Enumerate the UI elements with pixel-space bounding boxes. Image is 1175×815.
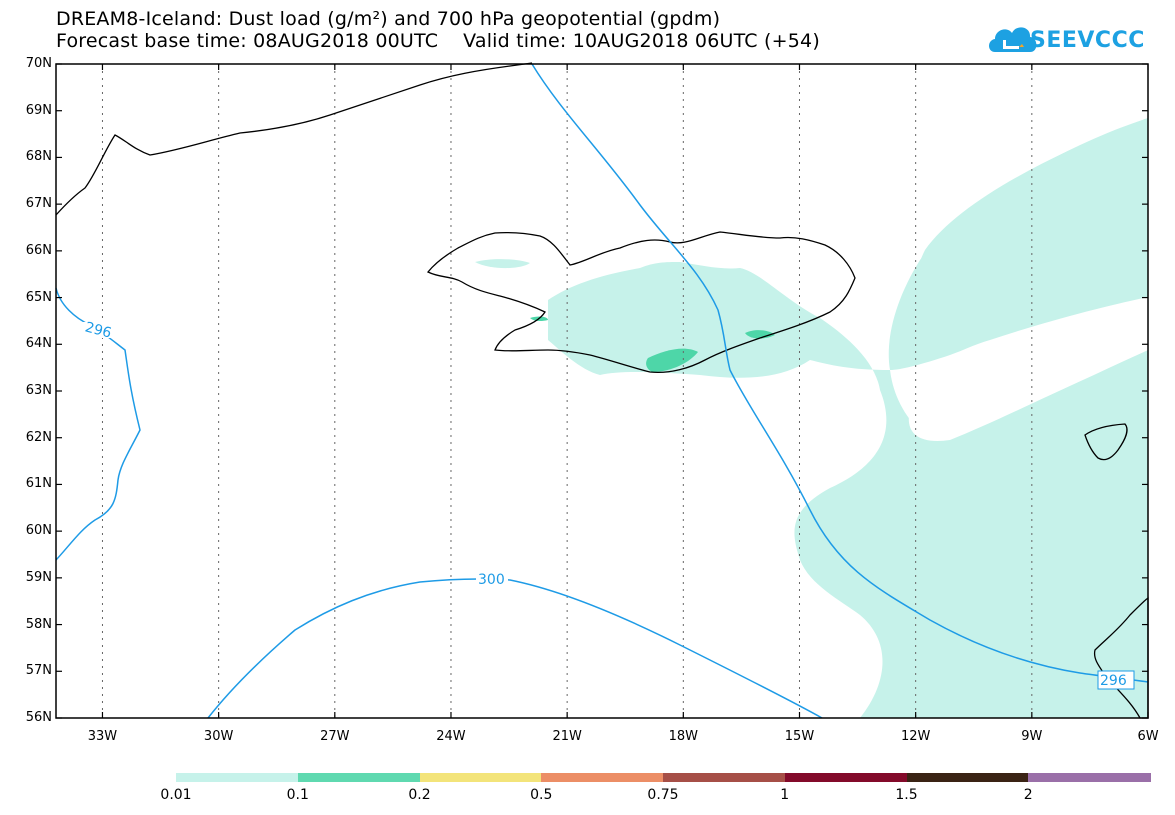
latitude-label: 60N xyxy=(25,523,52,539)
longitude-label: 24W xyxy=(436,729,466,744)
latitude-label: 64N xyxy=(25,336,52,352)
longitude-label: 15W xyxy=(784,729,815,744)
longitude-label: 6W xyxy=(1137,729,1159,744)
coastline xyxy=(55,62,1149,719)
latitude-label: 61N xyxy=(25,476,52,492)
colorbar-label: 2 xyxy=(1023,787,1033,803)
colorbar-segment xyxy=(663,773,786,782)
colorbar-label: 0.75 xyxy=(647,787,679,803)
latitude-label: 68N xyxy=(25,149,52,165)
latitude-label: 57N xyxy=(25,663,52,679)
colorbar-label: 1.5 xyxy=(895,787,918,803)
longitude-label: 12W xyxy=(900,729,931,744)
latitude-label: 69N xyxy=(25,102,52,118)
colorbar-segment xyxy=(176,773,299,782)
contour-labels: 296 300 296 xyxy=(82,319,1135,690)
longitude-label: 33W xyxy=(87,729,118,744)
longitude-label: 30W xyxy=(203,729,234,744)
cloud-logo-icon xyxy=(985,16,1145,62)
latitude-label: 65N xyxy=(25,289,52,305)
colorbar-label: 1 xyxy=(780,787,790,803)
colorbar-label: 0.01 xyxy=(160,787,192,803)
latitude-label: 63N xyxy=(25,383,52,398)
contour-label: 296 xyxy=(83,319,113,341)
longitude-label: 21W xyxy=(552,729,582,744)
latitude-label: 62N xyxy=(25,429,52,445)
colorbar-label: 0.1 xyxy=(286,787,309,803)
dust-fill-light xyxy=(475,118,1148,718)
map-title: DREAM8-Iceland: Dust load (g/m²) and 700… xyxy=(56,8,721,30)
contour-label: 300 xyxy=(478,572,505,588)
colorbar-segment xyxy=(1028,773,1151,782)
colorbar-segment xyxy=(906,773,1029,782)
latitude-label: 58N xyxy=(25,616,52,632)
longitude-label: 27W xyxy=(320,729,350,744)
logo-text: SEEVCCC xyxy=(1030,28,1145,53)
colorbar-segment xyxy=(419,773,542,782)
colorbar-segment xyxy=(784,773,907,782)
colorbar-segment xyxy=(541,773,664,782)
colorbar-label: 0.2 xyxy=(408,787,431,803)
latitude-label: 66N xyxy=(25,242,52,258)
latitude-label: 56N xyxy=(25,710,52,725)
contour-label: 296 xyxy=(1100,673,1127,689)
latitude-label: 67N xyxy=(25,196,52,212)
latitude-label: 70N xyxy=(25,56,52,71)
colorbar-segment xyxy=(297,773,420,782)
axis-ticks xyxy=(56,63,1149,719)
latitude-label: 59N xyxy=(25,569,52,585)
colorbar-label: 0.5 xyxy=(530,787,553,803)
map-subtitle: Forecast base time: 08AUG2018 00UTC Vali… xyxy=(56,30,820,52)
longitude-label: 18W xyxy=(668,729,699,744)
longitude-label: 9W xyxy=(1021,729,1043,744)
